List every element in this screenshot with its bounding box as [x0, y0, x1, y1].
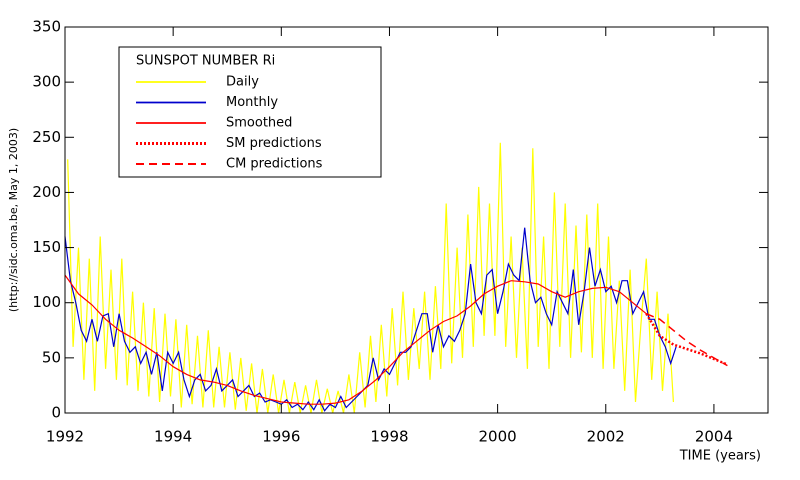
- y-tick-label: 200: [32, 183, 61, 201]
- x-tick-label: 2002: [587, 428, 625, 446]
- y-tick-label: 250: [32, 128, 61, 146]
- y-tick-label: 350: [32, 18, 61, 36]
- x-tick-label: 1994: [154, 428, 192, 446]
- x-tick-label: 2000: [479, 428, 517, 446]
- y-tick-label: 150: [32, 238, 61, 256]
- legend-label: SM predictions: [226, 136, 322, 151]
- x-tick-label: 1996: [262, 428, 300, 446]
- series-line: [64, 227, 677, 412]
- legend-label: Monthly: [226, 95, 278, 110]
- legend-label: Daily: [226, 75, 259, 90]
- series-line: [64, 274, 647, 405]
- series-line: [67, 142, 674, 414]
- x-axis-label: TIME (years): [679, 449, 761, 464]
- legend-label: Smoothed: [226, 116, 292, 131]
- y-tick-label: 0: [51, 404, 61, 422]
- series-line: [646, 313, 728, 367]
- legend-label: CM predictions: [226, 157, 323, 172]
- legend-title: SUNSPOT NUMBER Ri: [136, 54, 275, 69]
- y-tick-label: 100: [32, 293, 61, 311]
- y-axis-label: (http://sidc.oma.be, May 1, 2003): [7, 128, 20, 312]
- legend-box: [118, 46, 382, 178]
- series-line: [645, 313, 728, 366]
- x-tick-label: 2004: [695, 428, 733, 446]
- x-tick-label: 1998: [370, 428, 408, 446]
- y-tick-label: 300: [32, 73, 61, 91]
- plot-frame: [64, 26, 769, 414]
- x-tick-label: 1992: [46, 428, 84, 446]
- y-tick-label: 50: [42, 348, 61, 366]
